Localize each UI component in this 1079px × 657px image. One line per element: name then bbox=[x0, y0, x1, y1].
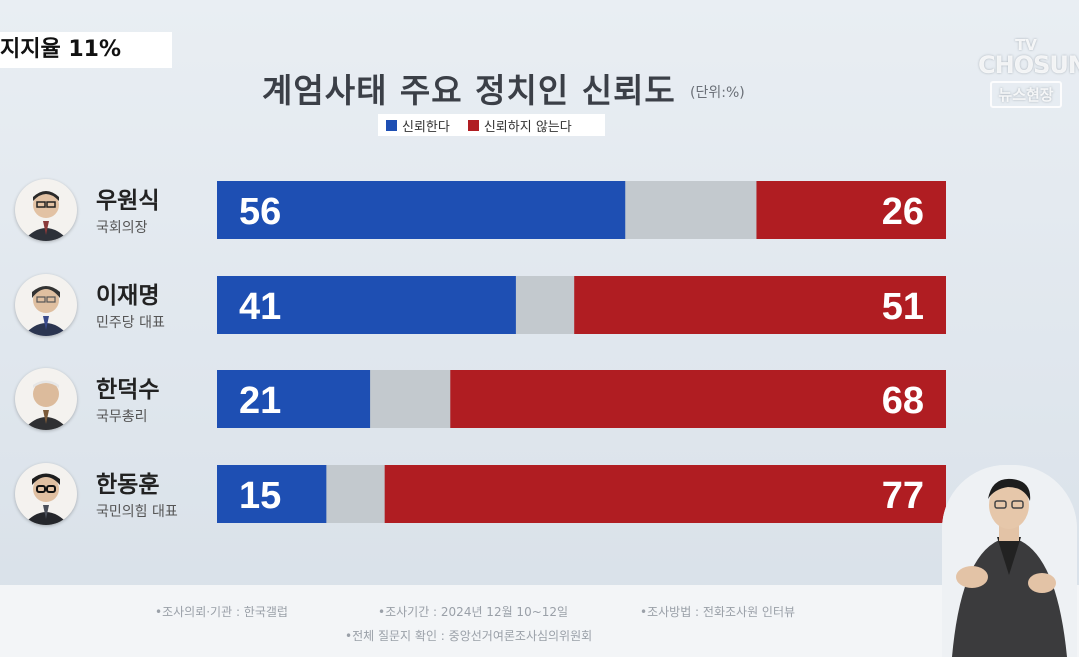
politician-avatar-3 bbox=[15, 368, 77, 430]
bar-trust-4 bbox=[217, 465, 327, 523]
footer-note-sponsor: •조사의뢰·기관 : 한국갤럽 bbox=[155, 605, 288, 619]
footer-note-method: •조사방법 : 전화조사원 인터뷰 bbox=[640, 605, 796, 619]
ticker-text: 지지율 11% bbox=[0, 32, 172, 68]
logo-brand: CHOSUN bbox=[978, 51, 1079, 79]
politician-role-4: 국민의힘 대표 bbox=[96, 504, 178, 520]
politician-name-1: 우원식 bbox=[96, 188, 160, 214]
label-distrust-3: 68 bbox=[882, 380, 924, 422]
chart-title: 계엄사태 주요 정치인 신뢰도 bbox=[262, 71, 676, 110]
legend-label-distrust: 신뢰하지 않는다 bbox=[483, 119, 572, 135]
channel-logo: TV CHOSUN 뉴스현장 bbox=[978, 36, 1079, 108]
chart-unit: (단위:%) bbox=[690, 85, 745, 101]
legend-swatch-distrust bbox=[467, 119, 479, 131]
footer-note-period: •조사기간 : 2024년 12월 10~12일 bbox=[378, 605, 569, 619]
label-trust-3: 21 bbox=[239, 380, 281, 422]
logo-tv: TV bbox=[1015, 36, 1037, 54]
label-distrust-1: 26 bbox=[882, 191, 924, 233]
bar-trust-3 bbox=[217, 370, 371, 428]
politician-avatar-4 bbox=[15, 463, 77, 525]
politician-role-2: 민주당 대표 bbox=[96, 315, 165, 331]
footer-note-questionnaire: •전체 질문지 확인 : 중앙선거여론조사심의위원회 bbox=[345, 629, 593, 643]
label-trust-1: 56 bbox=[239, 191, 281, 233]
sign-language-interpreter bbox=[942, 465, 1077, 657]
politician-role-1: 국회의장 bbox=[96, 220, 148, 236]
politician-avatar-1 bbox=[15, 179, 77, 241]
bar-trust-1 bbox=[217, 181, 626, 239]
politician-avatar-2 bbox=[15, 274, 77, 336]
bar-distrust-4 bbox=[384, 465, 946, 523]
politician-name-2: 이재명 bbox=[96, 283, 160, 309]
bar-trust-2 bbox=[217, 276, 516, 334]
legend-swatch-trust bbox=[386, 119, 397, 131]
bar-distrust-2 bbox=[574, 276, 946, 334]
label-trust-2: 41 bbox=[239, 286, 281, 328]
politician-name-4: 한동훈 bbox=[96, 472, 160, 498]
legend: 신뢰한다 신뢰하지 않는다 bbox=[378, 114, 605, 136]
bar-distrust-1 bbox=[756, 181, 946, 239]
label-distrust-4: 77 bbox=[882, 475, 924, 517]
label-trust-4: 15 bbox=[239, 475, 281, 517]
legend-label-trust: 신뢰한다 bbox=[402, 119, 450, 135]
politician-name-3: 한덕수 bbox=[96, 377, 160, 403]
logo-program: 뉴스현장 bbox=[990, 81, 1062, 108]
label-distrust-2: 51 bbox=[882, 286, 924, 328]
bar-distrust-3 bbox=[450, 370, 946, 428]
bottom-strip bbox=[0, 585, 1079, 657]
politician-role-3: 국무총리 bbox=[96, 409, 148, 425]
